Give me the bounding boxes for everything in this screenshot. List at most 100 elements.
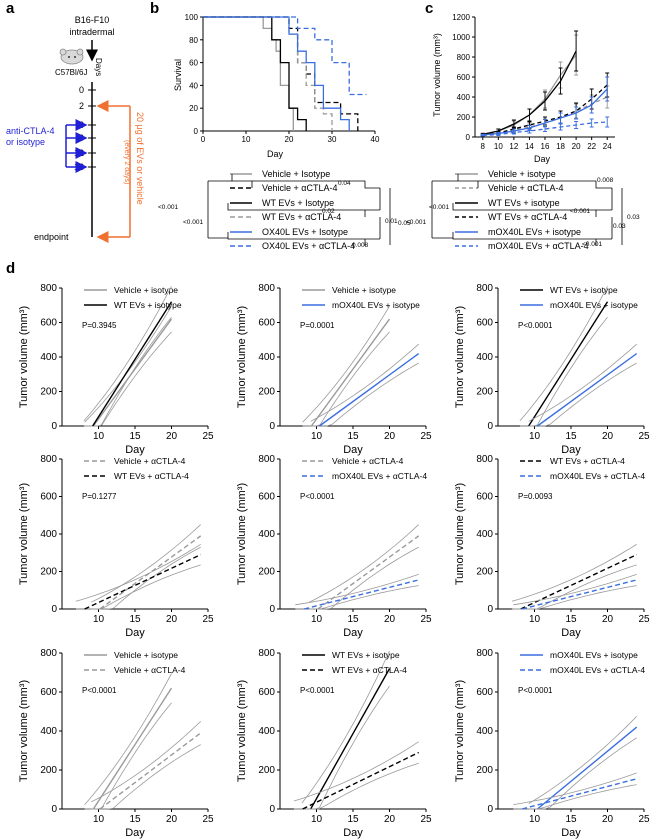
survival-pvalue: 0.05	[398, 220, 411, 227]
reg-x-tick-label: 20	[384, 431, 396, 442]
regression-plot-d7: 10 15 20 25 0 200 400 600 800 Day Tumor volume (mm…	[18, 648, 214, 839]
growth-x-tick-label: 20	[572, 142, 581, 151]
reg-confidence-upper	[293, 741, 419, 802]
reg-x-tick-label: 15	[129, 431, 141, 442]
survival-x-tick-label: 10	[242, 135, 251, 144]
reg-y-tick-label: 800	[258, 648, 275, 659]
reg-confidence-upper	[528, 716, 637, 804]
reg-x-tick-label: 20	[166, 814, 178, 825]
reg-legend-label: WT EVs + isotype	[550, 285, 618, 295]
reg-x-tick-label: 10	[93, 814, 105, 825]
tumor-growth-chart: Tumor volume (mm³) Day 8 10 12 14 16 18 20 22 24…	[406, 13, 640, 251]
reg-y-tick-label: 600	[258, 687, 275, 698]
reg-y-tick-label: 200	[476, 567, 493, 578]
survival-pvalue: 0.008	[352, 242, 369, 249]
reg-x-tick-label: 15	[565, 614, 577, 625]
survival-legend-label: OX40L EVs + Isotype	[262, 227, 348, 237]
growth-errorbar	[558, 67, 563, 95]
reg-confidence-lower	[91, 546, 201, 610]
reg-y-tick-label: 200	[476, 765, 493, 776]
regression-plot-d8: 10 15 20 25 0 200 400 600 800 Day Tumor volume (mm…	[236, 648, 432, 839]
reg-xlabel: Day	[125, 444, 145, 456]
reg-y-tick-label: 800	[476, 283, 493, 294]
reg-ylabel: Tumor volume (mm³)	[18, 306, 30, 408]
regression-plot-d9: 10 15 20 25 0 200 400 600 800 Day Tumor volume (mm…	[454, 648, 650, 839]
reg-y-tick-label: 0	[51, 804, 57, 815]
growth-x-tick-label: 8	[481, 142, 486, 151]
reg-confidence-upper	[302, 305, 390, 423]
reg-x-tick-label: 20	[602, 614, 614, 625]
growth-y-tick-label: 0	[466, 133, 471, 142]
reg-confidence-lower	[293, 762, 419, 810]
survival-curve-ox40l-evs-actla-4	[203, 16, 367, 96]
reg-y-tick-label: 400	[476, 529, 493, 540]
growth-errorbar	[511, 130, 516, 135]
reg-fit-vehicle-actla-4	[317, 535, 420, 610]
reg-x-tick-label: 20	[602, 814, 614, 825]
reg-confidence-upper	[91, 721, 201, 803]
schematic-panel: B16-F10 intradermal C57Bl/6J Days 0 2 6 …	[6, 15, 145, 243]
reg-confidence-upper	[75, 543, 201, 602]
survival-y-tick-label: 40	[189, 81, 198, 90]
reg-confidence-lower	[528, 362, 637, 427]
reg-confidence-lower	[83, 317, 172, 427]
reg-legend-label: mOX40L EVs + isotype	[332, 300, 420, 310]
reg-x-tick-label: 25	[202, 431, 214, 442]
reg-confidence-upper	[91, 524, 201, 603]
growth-x-tick-label: 24	[603, 142, 612, 151]
reg-legend-label: Vehicle + isotype	[114, 650, 178, 660]
reg-fit-vehicle-isotype	[310, 318, 391, 427]
reg-y-tick-label: 400	[40, 726, 57, 737]
reg-confidence-upper	[528, 343, 637, 422]
reg-y-tick-label: 400	[40, 352, 57, 363]
growth-y-tick-label: 600	[457, 73, 471, 82]
survival-y-tick-label: 80	[189, 36, 198, 45]
growth-errorbar	[543, 126, 547, 132]
survival-legend-label: OX40L EVs + αCTLA-4	[262, 241, 355, 251]
schematic-days-label: Days	[94, 58, 103, 76]
reg-fit-mox40l-evs-actla-4	[521, 579, 637, 610]
survival-y-tick-label: 0	[194, 127, 199, 136]
reg-x-tick-label: 10	[529, 614, 541, 625]
reg-fit-vehicle-actla-4	[99, 732, 202, 810]
growth-pvalue: <0.001	[582, 241, 602, 248]
reg-y-tick-label: 0	[487, 804, 493, 815]
reg-y-tick-label: 800	[258, 283, 275, 294]
schematic-mouse-text: C57Bl/6J	[55, 68, 87, 77]
growth-errorbar	[480, 134, 485, 137]
day-0: 0	[79, 85, 84, 95]
comparison-bracket	[452, 203, 612, 217]
reg-x-tick-label: 10	[93, 614, 105, 625]
survival-x-tick-label: 0	[201, 135, 206, 144]
reg-confidence-lower	[75, 564, 201, 610]
growth-xlabel: Day	[534, 154, 551, 164]
reg-y-tick-label: 800	[258, 454, 275, 465]
growth-errorbar	[558, 123, 563, 131]
reg-x-tick-label: 15	[565, 814, 577, 825]
reg-confidence-lower	[513, 784, 637, 810]
growth-errorbar	[574, 121, 579, 129]
reg-pvalue: P=0.0001	[300, 321, 335, 330]
reg-y-tick-label: 600	[476, 318, 493, 329]
reg-confidence-upper	[513, 573, 637, 606]
regression-plot-d6: 10 15 20 25 0 200 400 600 800 Day Tumor volume (mm…	[454, 454, 650, 639]
reg-fit-vehicle-actla-4	[99, 535, 202, 610]
reg-y-tick-label: 800	[40, 283, 57, 294]
regression-plot-d1: 10 15 20 25 0 200 400 600 800 Day Tumor volume (mm…	[18, 283, 214, 456]
reg-y-tick-label: 200	[40, 387, 57, 398]
reg-y-tick-label: 600	[40, 492, 57, 503]
reg-y-tick-label: 600	[258, 492, 275, 503]
growth-pvalue: <0.001	[429, 204, 449, 211]
growth-pvalue: 0.03	[627, 214, 640, 221]
panel-label-a: a	[6, 0, 15, 17]
reg-y-tick-label: 400	[40, 529, 57, 540]
survival-curve-vehicle-isotype	[203, 16, 294, 131]
reg-x-tick-label: 20	[384, 814, 396, 825]
reg-fit-mox40l-evs-isotype	[319, 352, 420, 427]
reg-x-tick-label: 15	[347, 431, 359, 442]
reg-fit-wt-evs-isotype	[92, 301, 173, 427]
reg-confidence-lower	[84, 702, 172, 810]
growth-errorbar	[605, 76, 610, 102]
